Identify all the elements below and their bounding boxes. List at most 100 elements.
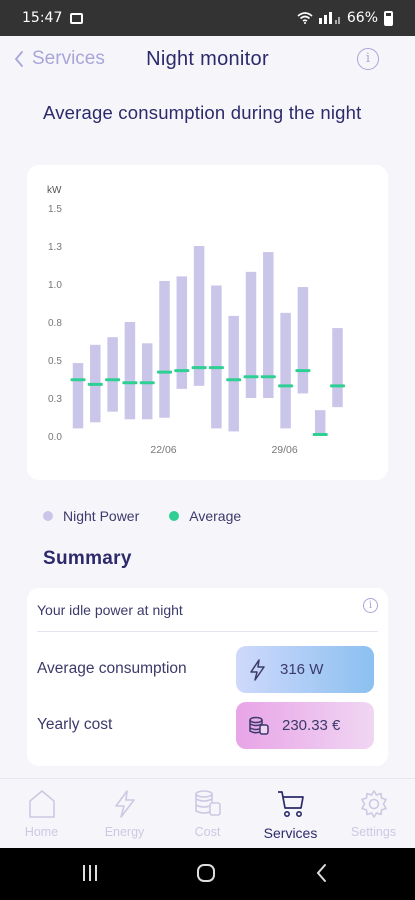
average-marker[interactable] (226, 378, 242, 382)
back-label: Services (32, 48, 105, 69)
home-button-icon[interactable] (195, 862, 217, 884)
idle-power-label: Your idle power at night (37, 602, 183, 618)
average-marker[interactable] (330, 384, 345, 388)
night-power-bar[interactable] (159, 280, 170, 418)
nav-energy[interactable]: Energy (83, 779, 166, 848)
cart-icon (277, 791, 304, 817)
coins-icon (249, 716, 269, 735)
legend-average[interactable]: Average (169, 508, 241, 524)
night-power-bar[interactable] (332, 328, 343, 408)
night-power-bar[interactable] (141, 343, 153, 420)
average-marker[interactable] (157, 370, 172, 374)
yearly-cost-text: 230.33 € (282, 717, 341, 734)
night-consumption-chart: kW 1.5 1.3 1.0 0.8 0.5 0.3 0.0 22/06 29/06 (47, 185, 345, 456)
average-marker[interactable] (208, 366, 224, 370)
nav-cost-label: Cost (194, 825, 221, 839)
bars-group (72, 246, 343, 436)
average-consumption-text: 316 W (280, 661, 324, 678)
y-tick-label: 0.5 (48, 356, 62, 367)
night-power-bar[interactable] (193, 246, 205, 386)
y-tick-label: 1.5 (48, 204, 62, 215)
y-tick-label: 1.3 (48, 242, 62, 253)
night-power-bar[interactable] (124, 322, 136, 420)
average-marker[interactable] (312, 432, 328, 436)
average-marker[interactable] (122, 381, 138, 385)
average-consumption-label: Average consumption (37, 660, 187, 677)
y-axis-ticks: 1.5 1.3 1.0 0.8 0.5 0.3 0.0 (48, 204, 62, 443)
night-power-bar[interactable] (297, 287, 309, 394)
nav-services[interactable]: Services (249, 779, 332, 848)
night-power-bar[interactable] (107, 337, 118, 412)
chart-legend: Night Power Average (43, 508, 271, 524)
nav-services-label: Services (263, 825, 318, 841)
chart-section-title: Average consumption during the night (43, 102, 362, 123)
x-tick-label: 22/06 (150, 444, 176, 456)
nav-settings-label: Settings (350, 825, 397, 839)
night-power-bar[interactable] (211, 285, 222, 429)
average-marker[interactable] (139, 381, 155, 385)
night-power-bar[interactable] (280, 312, 291, 429)
average-marker[interactable] (105, 378, 121, 382)
info-icon[interactable]: i (357, 48, 379, 70)
legend-average-label: Average (189, 508, 242, 524)
wifi-icon (297, 12, 313, 24)
gear-icon (360, 790, 387, 818)
average-marker[interactable] (191, 366, 207, 370)
coins-icon (194, 790, 221, 816)
bottom-navigation: Home Energy Cost Services Settings (0, 778, 415, 848)
legend-night-power-label: Night Power (63, 508, 140, 524)
yearly-cost-value: 230.33 € (236, 702, 374, 749)
info-icon[interactable]: i (363, 598, 378, 613)
lightning-icon (114, 790, 135, 818)
x-axis-ticks: 22/06 29/06 (150, 444, 298, 456)
night-power-bar[interactable] (176, 276, 188, 389)
recent-apps-icon[interactable] (80, 862, 100, 884)
average-marker[interactable] (260, 375, 276, 379)
yearly-cost-label: Yearly cost (37, 716, 113, 733)
app-header: Services Night monitor i (0, 36, 415, 84)
status-time: 15:47 (22, 10, 63, 26)
night-power-swatch (43, 511, 53, 521)
y-tick-label: 0.8 (48, 318, 62, 329)
divider (37, 631, 378, 632)
nav-settings[interactable]: Settings (332, 779, 415, 848)
status-bar: 15:47 66% (0, 0, 415, 36)
image-notification-icon (70, 12, 84, 24)
nav-home[interactable]: Home (0, 779, 83, 848)
night-power-bar[interactable] (245, 271, 257, 398)
average-markers-group (70, 366, 345, 436)
average-marker[interactable] (87, 382, 103, 386)
average-marker[interactable] (174, 369, 190, 373)
average-consumption-value: 316 W (236, 646, 374, 693)
night-power-bar[interactable] (314, 410, 326, 436)
back-arrow-icon[interactable] (312, 862, 332, 884)
x-tick-label: 29/06 (271, 444, 297, 456)
chart-card: kW 1.5 1.3 1.0 0.8 0.5 0.3 0.0 22/06 29/06 (27, 165, 388, 480)
y-tick-label: 1.0 (48, 280, 62, 291)
nav-energy-label: Energy (104, 825, 145, 839)
system-navigation-bar (0, 848, 415, 900)
y-tick-label: 0.3 (48, 394, 62, 405)
average-marker[interactable] (243, 375, 259, 379)
battery-icon (384, 10, 393, 26)
chevron-left-icon (14, 51, 23, 67)
average-marker[interactable] (70, 378, 86, 382)
summary-title: Summary (43, 548, 132, 569)
summary-card: Your idle power at night i Average consu… (27, 588, 388, 766)
night-power-bar[interactable] (228, 315, 239, 432)
lightning-icon (250, 658, 265, 681)
home-icon (28, 790, 55, 818)
status-icons: 66% (297, 10, 393, 26)
average-marker[interactable] (295, 369, 311, 373)
night-power-bar[interactable] (263, 252, 274, 398)
average-swatch (169, 511, 180, 521)
nav-home-label: Home (24, 825, 59, 839)
signal-icon (318, 12, 340, 24)
y-tick-label: 0.0 (48, 432, 62, 443)
legend-night-power[interactable]: Night Power (43, 508, 139, 524)
battery-percent: 66% (346, 10, 378, 26)
average-marker[interactable] (278, 384, 294, 388)
back-button[interactable]: Services (14, 48, 105, 70)
nav-cost[interactable]: Cost (166, 779, 249, 848)
night-power-bar[interactable] (72, 363, 84, 429)
